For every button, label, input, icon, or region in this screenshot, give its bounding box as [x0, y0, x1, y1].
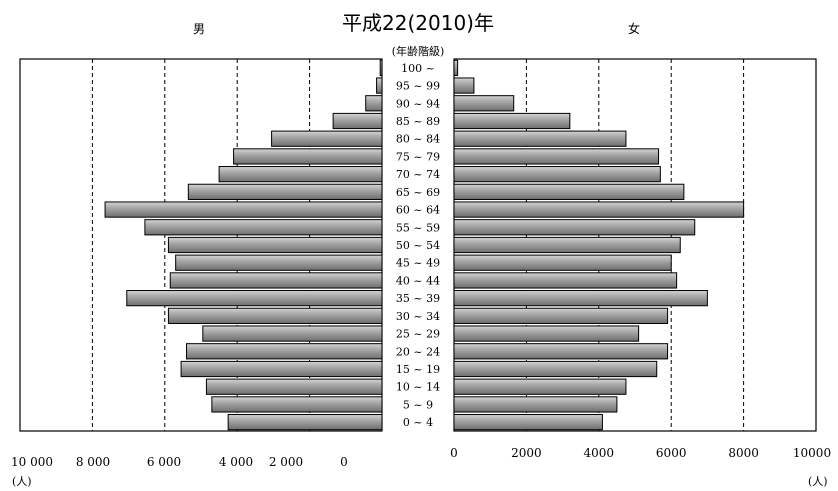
female-tick-label: 10000	[793, 446, 831, 460]
age-group-label: 85 ~ 89	[396, 115, 440, 128]
female-bar	[453, 378, 627, 395]
age-axis-label: (年齢階級)	[392, 44, 445, 58]
age-group-label: 90 ~ 94	[396, 97, 440, 110]
male-bar	[169, 272, 383, 289]
male-bar	[175, 254, 383, 271]
male-bar	[227, 414, 383, 431]
age-group-label: 95 ~ 99	[396, 80, 440, 93]
age-group-label: 20 ~ 24	[396, 345, 440, 358]
male-bar	[233, 148, 383, 165]
female-tick-label: 2000	[511, 446, 542, 460]
male-bar	[376, 77, 383, 94]
male-tick-label: 2 000	[269, 455, 303, 469]
age-group-label: 80 ~ 84	[396, 133, 440, 146]
female-tick-label: 0	[450, 446, 458, 460]
female-bar	[453, 290, 708, 307]
age-group-label: 10 ~ 14	[396, 381, 440, 394]
age-group-label: 70 ~ 74	[396, 168, 440, 181]
age-group-label: 5 ~ 9	[403, 398, 433, 411]
male-bar	[202, 325, 383, 342]
male-bar	[379, 59, 383, 76]
male-bar	[332, 112, 383, 130]
age-group-label: 100 ~	[401, 62, 435, 75]
female-bar	[453, 183, 685, 200]
female-bar	[453, 166, 661, 183]
female-bar	[453, 59, 459, 76]
male-bar	[187, 183, 383, 200]
age-group-label: 75 ~ 79	[396, 150, 440, 163]
female-bar	[453, 325, 640, 342]
female-unit-label: (人)	[808, 475, 828, 488]
male-label: 男	[193, 22, 205, 36]
age-group-label: 25 ~ 29	[396, 328, 440, 341]
female-tick-label: 4000	[584, 446, 615, 460]
male-bar	[205, 378, 383, 395]
age-group-label: 0 ~ 4	[403, 416, 433, 429]
male-bar	[365, 95, 383, 112]
male-bar	[180, 360, 383, 378]
female-tick-label: 6000	[656, 446, 687, 460]
age-group-label: 35 ~ 39	[396, 292, 440, 305]
male-bar	[271, 130, 383, 147]
male-unit-label: (人)	[12, 475, 32, 488]
female-bar	[453, 414, 603, 431]
female-bar	[453, 360, 658, 378]
age-group-label: 15 ~ 19	[396, 363, 440, 376]
male-bar	[104, 201, 383, 218]
female-bar	[453, 112, 571, 130]
male-tick-label: 4 000	[219, 455, 253, 469]
male-tick-label: 8 000	[76, 455, 110, 469]
male-bar	[126, 290, 383, 307]
female-bar	[453, 343, 669, 360]
female-bar	[453, 130, 627, 147]
bars	[104, 59, 745, 431]
age-group-labels: 0 ~ 4 5 ~ 9 10 ~ 14 15 ~ 19 20 ~ 24 25 ~ 29 30…	[396, 62, 440, 429]
male-bar	[186, 343, 383, 360]
female-bar	[453, 272, 678, 289]
male-tick-label: 0	[340, 455, 348, 469]
male-bar	[218, 166, 383, 183]
male-tick-label: 6 000	[147, 455, 181, 469]
female-bar	[453, 95, 515, 112]
age-group-label: 50 ~ 54	[396, 239, 440, 252]
female-bar	[453, 396, 618, 413]
male-bar	[211, 396, 383, 413]
female-bar	[453, 77, 475, 94]
female-bar	[453, 254, 672, 271]
female-label: 女	[628, 21, 640, 36]
age-group-label: 55 ~ 59	[396, 221, 440, 234]
age-group-label: 45 ~ 49	[396, 257, 440, 270]
male-bar	[144, 219, 383, 236]
age-group-label: 65 ~ 69	[396, 186, 440, 199]
male-tick-label: 10 000	[11, 455, 53, 469]
female-bar	[453, 307, 669, 324]
female-bar	[453, 236, 681, 254]
female-tick-label: 8000	[728, 446, 759, 460]
age-group-label: 30 ~ 34	[396, 310, 440, 323]
female-bar	[453, 201, 745, 218]
male-bar	[167, 307, 383, 324]
female-bar	[453, 148, 660, 165]
chart-title: 平成22(2010)年	[342, 11, 494, 35]
male-bar	[167, 236, 383, 254]
age-group-label: 40 ~ 44	[396, 274, 440, 287]
female-bar	[453, 219, 696, 236]
tick-labels: 10 000 8 000 6 000 4 000 2 000 0 0 2000 4000 6000…	[11, 446, 831, 469]
age-group-label: 60 ~ 64	[396, 204, 440, 217]
